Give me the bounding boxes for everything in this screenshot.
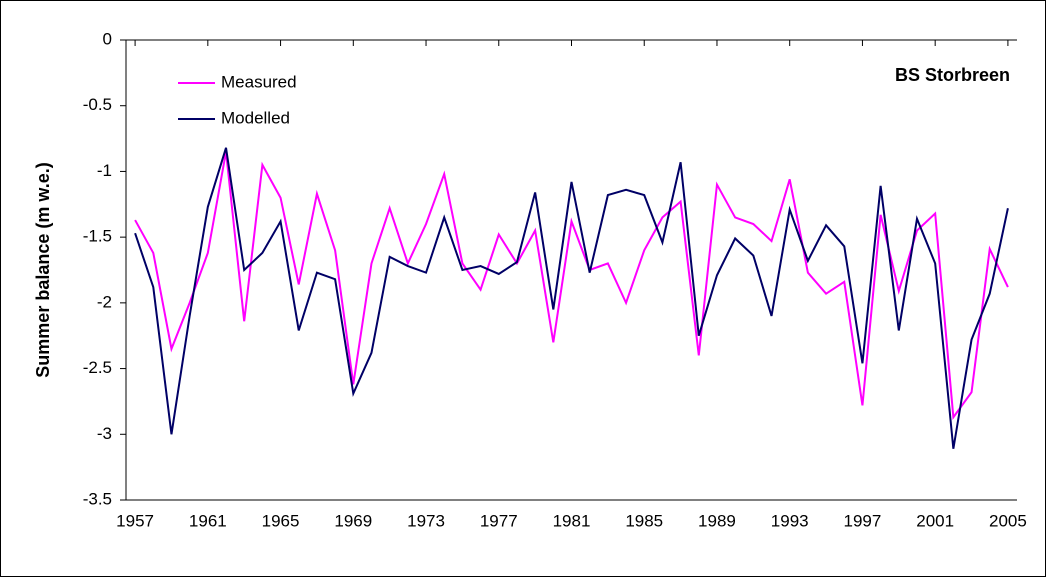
x-tick-label: 1989 <box>698 511 736 530</box>
y-tick-label: -2 <box>97 292 112 311</box>
series-line <box>134 151 1009 420</box>
y-tick-label: -3.5 <box>83 489 112 508</box>
y-tick-label: -3 <box>97 424 112 443</box>
y-tick-label: -1.5 <box>83 227 112 246</box>
y-tick-label: -0.5 <box>83 95 112 114</box>
x-tick-label: 1969 <box>334 511 372 530</box>
chart-title: BS Storbreen <box>895 65 1010 85</box>
x-tick-label: 2001 <box>916 511 954 530</box>
x-tick-label: 1977 <box>480 511 518 530</box>
series-line <box>134 147 1009 449</box>
x-tick-label: 1981 <box>553 511 591 530</box>
x-tick-label: 1997 <box>844 511 882 530</box>
x-tick-label: 1985 <box>625 511 663 530</box>
y-tick-label: -1 <box>97 161 112 180</box>
x-tick-label: 1993 <box>771 511 809 530</box>
x-tick-label: 2005 <box>989 511 1027 530</box>
y-axis-label: Summer balance (m w.e.) <box>33 162 53 377</box>
x-tick-label: 1965 <box>262 511 300 530</box>
x-tick-label: 1957 <box>116 511 154 530</box>
y-tick-label: 0 <box>103 29 112 48</box>
x-tick-label: 1961 <box>189 511 227 530</box>
y-tick-label: -2.5 <box>83 358 112 377</box>
legend-label: Modelled <box>221 108 290 127</box>
legend-label: Measured <box>221 72 297 91</box>
x-tick-label: 1973 <box>407 511 445 530</box>
